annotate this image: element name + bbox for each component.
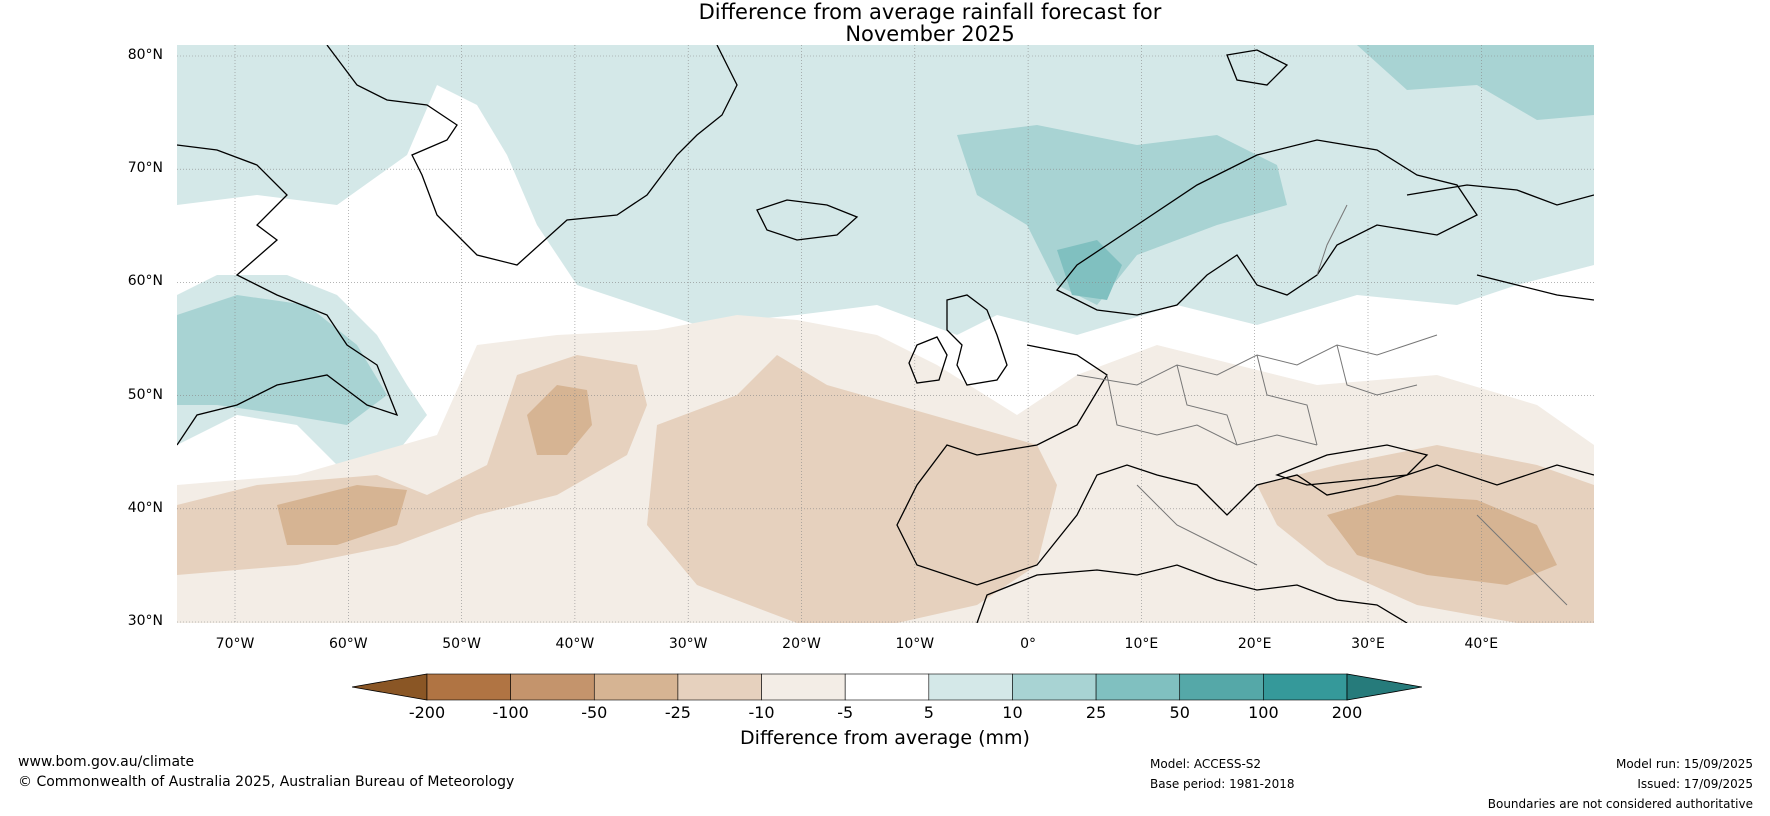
border-4 [1256,354,1318,446]
colorbar-extend-high [1346,673,1422,701]
colorbar-label: Difference from average (mm) [740,727,1030,749]
latitude-label: 80°N [127,47,163,63]
colorbar-tick-label: 50 [1169,703,1190,722]
longitude-label: 20°E [1237,636,1272,652]
scandinavia-coast [1055,139,1478,316]
colorbar-segment [928,673,1013,701]
anomaly-shading-layer [177,45,1594,623]
border-3 [1176,364,1238,446]
border-8 [1316,204,1348,276]
colorbar-segment [761,673,846,701]
colorbar-segment [1179,673,1264,701]
longitude-label: 30°W [668,636,708,652]
dry-region-midatlantic-core [527,385,592,455]
colorbar-tick-label: 25 [1085,703,1107,722]
map-canvas [177,45,1594,623]
ireland-coast [908,336,948,384]
colorbar-extend-low [352,673,428,701]
europe-coast [896,344,1594,586]
graticule [177,45,1594,623]
wet-region-barents [1357,45,1594,120]
border-6 [1136,484,1258,566]
chart-title-line-1: Difference from average rainfall forecas… [698,0,1162,24]
footer-disclaimer: Boundaries are not considered authoritat… [1487,797,1753,811]
colorbar-tick-label: -25 [664,703,691,722]
colorbar-tick-label: -200 [408,703,446,722]
longitude-label: 40°E [1464,636,1499,652]
colorbar-segment [677,673,762,701]
rainfall-anomaly-map [177,45,1594,623]
iceland-coast [756,199,859,241]
colorbar-tick-label: 200 [1331,703,1363,722]
colorbar-segment [1095,673,1181,701]
russia-arctic-coast [1406,184,1594,206]
uk-coast [946,294,1008,386]
longitude-label: 0° [1020,636,1037,652]
footer-copyright: © Commonwealth of Australia 2025, Austra… [18,774,515,790]
border-5 [1336,344,1418,396]
svalbard-coast [1226,49,1289,86]
footer-website: www.bom.gov.au/climate [18,754,195,770]
dry-region-westatlantic-core [277,485,407,545]
colorbar [352,673,1422,701]
longitude-label: 70°W [215,636,255,652]
footer-issued: Issued: 17/09/2025 [1637,777,1753,791]
latitude-label: 30°N [127,613,163,629]
colorbar-segment [426,673,511,701]
longitude-label: 10°W [895,636,935,652]
colorbar-segment [1263,673,1348,701]
black-sea-coast [1275,444,1429,486]
longitude-label: 10°E [1124,636,1159,652]
russia-arctic-coast-2 [1476,274,1594,301]
africa-coast [976,564,1408,623]
longitude-label: 20°W [782,636,821,652]
colorbar-segment [593,673,679,701]
colorbar-segment [844,673,930,701]
wet-region-norway [957,125,1287,305]
latitude-label: 60°N [127,273,163,290]
colorbar-segment [1012,673,1097,701]
colorbar-tick-label: -100 [492,703,529,722]
footer-base-period: Base period: 1981-2018 [1150,777,1295,791]
dry-region-turkey-core [1327,495,1557,585]
latitude-label: 50°N [127,386,163,403]
coastlines [177,45,1594,623]
country-borders [1076,204,1568,606]
labrador-coast [177,144,399,446]
footer-model-run: Model run: 15/09/2025 [1615,757,1753,771]
wet-region-labrador-core [177,295,387,425]
colorbar-tick-label: -5 [837,703,854,722]
colorbar-tick-label: 10 [1002,703,1023,722]
longitude-label: 40°W [555,636,595,652]
wet-region-arctic [177,45,1594,335]
chart-title-line-2: November 2025 [845,22,1015,46]
footer-model: Model: ACCESS-S2 [1150,757,1262,771]
greenland-coast [326,45,738,266]
latitude-label: 70°N [127,160,163,177]
wet-region-norway-core [1057,240,1122,300]
colorbar-tick-label: -50 [581,703,608,722]
colorbar-segment [510,673,595,701]
border-7 [1476,514,1568,606]
colorbar-tick-label: 100 [1248,703,1279,722]
latitude-label: 40°N [127,499,163,516]
longitude-label: 60°W [328,636,368,652]
border-2 [1106,374,1318,446]
longitude-label: 30°E [1351,636,1385,652]
colorbar-tick-label: -10 [748,703,775,722]
colorbar-tick-label: 5 [923,703,934,722]
longitude-label: 50°W [442,636,481,652]
dry-region-iberia [647,355,1057,623]
